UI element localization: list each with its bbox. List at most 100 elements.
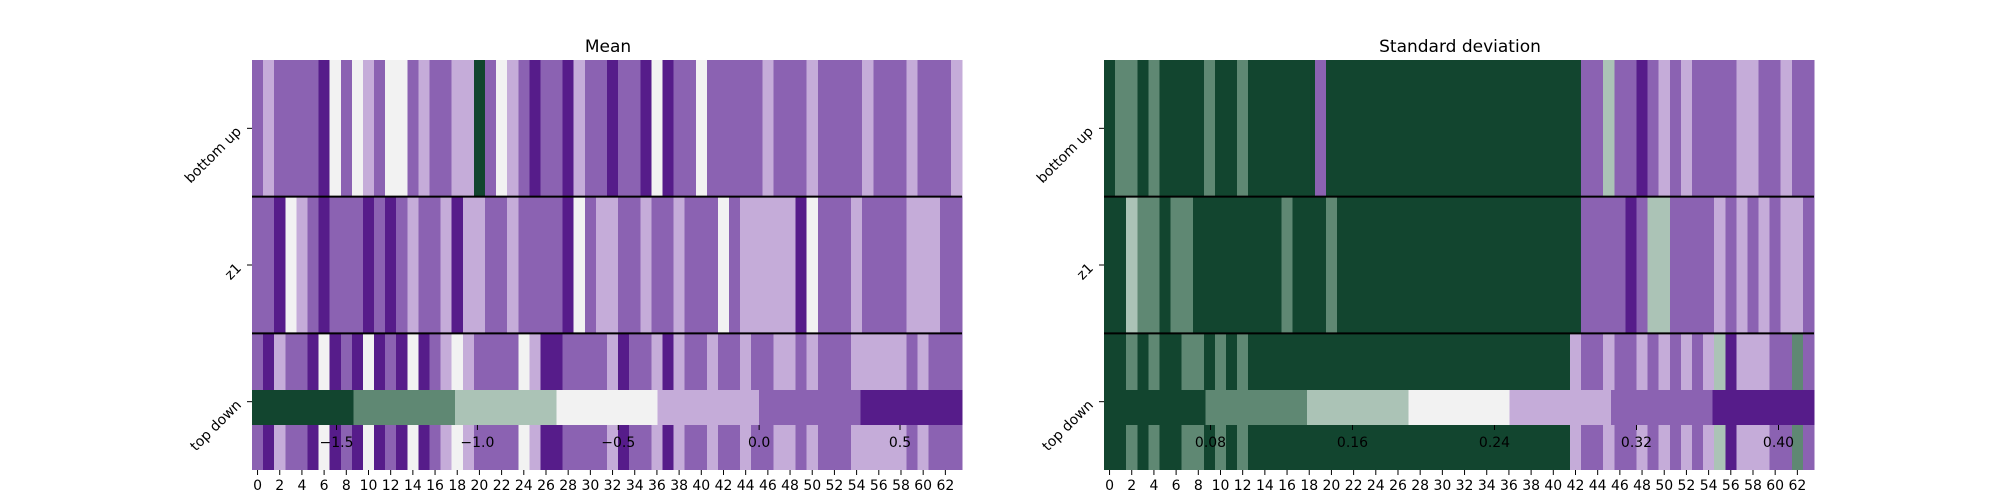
std-cell-r1-c58 — [1747, 196, 1760, 334]
std-cell-r1-c0 — [1104, 196, 1116, 334]
std-cell-r0-c56 — [1725, 60, 1737, 197]
mean-cell-r0-c56 — [873, 60, 885, 197]
std-x-tick-label: 4 — [1149, 478, 1158, 494]
std-x-tick-label: 0 — [1105, 478, 1114, 494]
mean-cell-r0-c54 — [851, 60, 863, 197]
mean-cell-r1-c40 — [695, 196, 708, 334]
mean-cell-r1-c47 — [773, 196, 786, 334]
std-colorbar-segment — [1205, 390, 1308, 425]
mean-cell-r0-c12 — [385, 60, 397, 197]
mean-x-tick-label: 42 — [715, 478, 733, 494]
std-x-tick-label: 46 — [1611, 478, 1629, 494]
mean-cell-r0-c39 — [684, 60, 697, 197]
mean-cell-r1-c52 — [828, 196, 841, 334]
mean-cell-r0-c58 — [895, 60, 908, 197]
std-cell-r0-c54 — [1703, 60, 1715, 197]
mean-x-tick-label: 60 — [914, 478, 932, 494]
mean-x-tick-label: 22 — [493, 478, 511, 494]
mean-cell-r1-c62 — [939, 196, 952, 334]
mean-cell-r0-c35 — [640, 60, 652, 197]
std-cell-r1-c7 — [1181, 196, 1194, 334]
std-cell-r1-c2 — [1126, 196, 1138, 334]
std-cell-r1-c15 — [1270, 196, 1283, 334]
mean-x-tick-label: 8 — [342, 478, 351, 494]
std-cell-r0-c19 — [1314, 60, 1327, 197]
mean-x-tick-label: 6 — [320, 478, 329, 494]
std-cell-r1-c19 — [1314, 196, 1327, 334]
mean-cell-r0-c2 — [274, 60, 286, 197]
mean-cell-r1-c6 — [318, 196, 331, 334]
mean-cell-r0-c45 — [751, 60, 763, 197]
mean-x-tick-label: 26 — [537, 478, 555, 494]
std-cell-r1-c29 — [1425, 196, 1438, 334]
mean-cell-r1-c8 — [340, 196, 353, 334]
mean-x-tick-label: 50 — [803, 478, 821, 494]
std-cell-r1-c17 — [1292, 196, 1305, 334]
mean-cell-r0-c27 — [551, 60, 564, 197]
std-x-tick-label: 22 — [1345, 478, 1363, 494]
mean-cell-r1-c45 — [751, 196, 763, 334]
mean-x-tick-label: 54 — [848, 478, 866, 494]
std-cell-r0-c13 — [1248, 60, 1260, 197]
mean-cell-r0-c24 — [518, 60, 530, 197]
std-cell-r1-c9 — [1203, 196, 1216, 334]
std-cell-r0-c24 — [1370, 60, 1382, 197]
mean-colorbar-tick-label: −0.5 — [601, 435, 635, 451]
std-cell-r0-c39 — [1536, 60, 1549, 197]
std-cell-r1-c52 — [1680, 196, 1693, 334]
mean-cell-r1-c32 — [607, 196, 619, 334]
std-cell-r1-c56 — [1725, 196, 1737, 334]
mean-cell-r0-c47 — [773, 60, 786, 197]
mean-cell-r0-c30 — [584, 60, 597, 197]
mean-cell-r0-c42 — [717, 60, 730, 197]
mean-cell-r0-c0 — [252, 60, 264, 197]
mean-cell-r1-c23 — [507, 196, 519, 334]
mean-x-tick-label: 30 — [581, 478, 599, 494]
std-cell-r0-c6 — [1170, 60, 1183, 197]
mean-cell-r1-c58 — [895, 196, 908, 334]
mean-colorbar-segment — [657, 390, 760, 425]
std-cell-r1-c41 — [1558, 196, 1571, 334]
mean-cell-r1-c46 — [762, 196, 774, 334]
std-cell-r0-c30 — [1436, 60, 1449, 197]
std-row-label-2: top down — [1039, 397, 1096, 454]
mean-colorbar-segment — [454, 390, 557, 425]
mean-cell-r1-c11 — [374, 196, 386, 334]
mean-cell-r0-c55 — [862, 60, 874, 197]
mean-cell-r1-c37 — [662, 196, 675, 334]
mean-cell-r1-c5 — [307, 196, 320, 334]
std-x-tick-label: 6 — [1172, 478, 1181, 494]
std-x-tick-label: 54 — [1700, 478, 1718, 494]
mean-x-tick-label: 20 — [471, 478, 489, 494]
mean-x-tick-label: 46 — [759, 478, 777, 494]
std-cell-r1-c32 — [1459, 196, 1471, 334]
std-cell-r0-c48 — [1636, 60, 1649, 197]
mean-cell-r0-c22 — [496, 60, 508, 197]
std-cell-r0-c12 — [1237, 60, 1249, 197]
mean-cell-r0-c62 — [939, 60, 952, 197]
std-cell-r1-c11 — [1226, 196, 1238, 334]
mean-cell-r0-c28 — [562, 60, 575, 197]
mean-colorbar-segment — [860, 390, 963, 425]
std-cell-r0-c21 — [1336, 60, 1349, 197]
mean-cell-r0-c63 — [950, 60, 963, 197]
std-cell-r0-c38 — [1525, 60, 1538, 197]
std-cell-r0-c50 — [1658, 60, 1671, 197]
std-cell-r0-c16 — [1281, 60, 1294, 197]
std-cell-r1-c51 — [1669, 196, 1682, 334]
std-x-tick-label: 34 — [1478, 478, 1496, 494]
mean-cell-r1-c57 — [884, 196, 897, 334]
std-cell-r0-c9 — [1203, 60, 1216, 197]
std-cell-r1-c37 — [1514, 196, 1527, 334]
std-cell-r0-c14 — [1259, 60, 1271, 197]
mean-cell-r1-c48 — [784, 196, 797, 334]
mean-x-tick-label: 2 — [275, 478, 284, 494]
mean-cell-r0-c40 — [695, 60, 708, 197]
std-x-tick-label: 8 — [1194, 478, 1203, 494]
std-x-tick-label: 38 — [1522, 478, 1540, 494]
mean-x-tick-label: 14 — [404, 478, 422, 494]
mean-x-tick-label: 48 — [781, 478, 799, 494]
mean-colorbar-segment — [252, 390, 354, 425]
